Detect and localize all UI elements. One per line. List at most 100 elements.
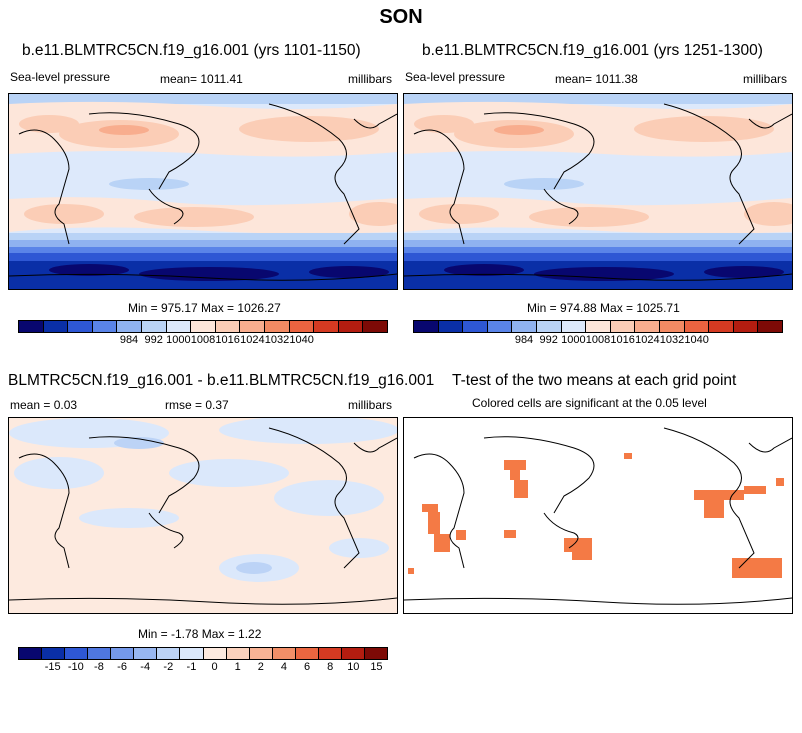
panel-c-colorbar-swatch [249,648,273,659]
panel-a-colorbar [18,320,388,333]
panel-b-colorbar-swatch [659,321,685,332]
panel-b-colorbar-swatch [512,321,537,332]
season-title: SON [379,6,423,28]
panel-a-colorbar-tick-label: 1008 [190,334,216,346]
panel-d-map-svg [404,418,792,613]
panel-a-colorbar-swatch [43,321,69,332]
panel-c-colorbar-swatch [272,648,296,659]
panel-c-colorbar-swatch [295,648,319,659]
panel-d-subtitle: Colored cells are significant at the 0.0… [472,396,707,410]
panel-c-colorbar-tick-label: 10 [347,661,360,673]
panel-b-colorbar-tick-label: 1008 [585,334,611,346]
panel-a-colorbar-swatch [92,321,118,332]
panel-b-colorbar-swatch [463,321,488,332]
panel-c-colorbar-swatch [134,648,158,659]
panel-c-colorbar-swatch [19,648,43,659]
panel-d-ttest-map [403,417,793,614]
panel-b-sea-level-pressure-map [403,93,793,290]
significant-cells [408,453,784,578]
panel-a-colorbar-swatch [141,321,167,332]
panel-c-mean-label: mean = 0.03 [10,398,78,412]
panel-b-colorbar-tick-label: 1024 [635,334,660,346]
panel-b-colorbar-swatch [536,321,562,332]
panel-b-colorbar-swatch [586,321,611,332]
panel-c-colorbar-tick-label: -15 [44,661,61,673]
panel-c-colorbar-swatch [226,648,250,659]
panel-b-minmax-label: Min = 974.88 Max = 1025.71 [527,301,680,315]
panel-a-sea-level-pressure-map [8,93,398,290]
panel-c-colorbar-swatch [341,648,365,659]
panel-c-colorbar-swatch [111,648,135,659]
panel-c-colorbar-tick-label: -6 [117,661,127,673]
panel-c-map-svg [9,418,397,613]
panel-a-colorbar-tick-label: 1024 [240,334,265,346]
panel-c-colorbar-tick-label: 8 [327,661,334,673]
panel-c-colorbar-swatch [42,648,66,659]
panel-a-minmax-label: Min = 975.17 Max = 1026.27 [128,301,281,315]
panel-a-colorbar-tick-label: 984 [119,334,139,346]
panel-b-colorbar-swatch [487,321,513,332]
panel-c-colorbar-swatch [203,648,227,659]
panel-a-mean-label: mean= 1011.41 [160,72,243,86]
panel-a-colorbar-swatch [240,321,265,332]
panel-c-colorbar-swatch [65,648,89,659]
panel-c-colorbar-tick-label: 2 [257,661,264,673]
panel-a-colorbar-swatch [166,321,192,332]
panel-c-colorbar-tick-label: 0 [211,661,218,673]
panel-c-colorbar-tick-label: -10 [67,661,84,673]
panel-a-colorbar-tick-label: 1040 [289,334,314,346]
panel-b-colorbar-swatch [635,321,660,332]
panel-b-colorbar-tick-label: 984 [514,334,534,346]
panel-c-units-label: millibars [348,398,393,412]
panel-c-colorbar-tick-label: 1 [234,661,241,673]
panel-b-mean-label: mean= 1011.38 [555,72,638,86]
panel-b-colorbar-swatch [733,321,759,332]
panel-a-colorbar-tick-label: 1000 [166,334,191,346]
panel-c-colorbar-tick-label: -1 [186,661,197,673]
panel-c-colorbar-swatch [318,648,342,659]
panel-c-colorbar-tick-label: 4 [280,661,287,673]
panel-c-colorbar-tick-label: 6 [304,661,311,673]
panel-a-colorbar-tick-label: 992 [144,334,163,346]
panel-a-colorbar-tick-label: 1032 [264,334,290,346]
panel-b-colorbar-tick-label: 992 [539,334,558,346]
panel-c-colorbar-ticks: -15 -10 -8 -6 -4 -2 -1 0 1 2 4 6 8 10 15 [18,661,388,675]
panel-b-variable-label: Sea-level pressure [405,70,506,84]
panel-a-map-svg [9,94,397,289]
panel-a-colorbar-ticks: 984 992 1000 1008 1016 1024 1032 1040 [18,334,388,348]
panel-a-colorbar-swatch [191,321,216,332]
panel-c-title: BLMTRC5CN.f19_g16.001 - b.e11.BLMTRC5CN.… [8,372,435,389]
panel-a-colorbar-tick-label: 1016 [215,334,240,346]
panel-c-colorbar-tick-label: 15 [370,661,383,673]
panel-a-colorbar-swatch [338,321,364,332]
panel-b-colorbar-swatch [610,321,636,332]
panel-b-colorbar-swatch [414,321,439,332]
panel-c-colorbar-swatch [180,648,204,659]
panel-a-variable-label: Sea-level pressure [10,70,111,84]
panel-b-colorbar-tick-label: 1000 [561,334,586,346]
panel-b-colorbar-swatch [684,321,710,332]
panel-c-colorbar-tick-label: -4 [140,661,151,673]
panel-c-colorbar-swatch [88,648,112,659]
panel-c-difference-map [8,417,398,614]
panel-d-title: T-test of the two means at each grid poi… [452,372,737,389]
panel-b-units-label: millibars [743,72,788,86]
panel-a-colorbar-swatch [19,321,44,332]
panel-b-colorbar-swatch [438,321,464,332]
panel-b-colorbar-tick-label: 1016 [610,334,635,346]
panel-c-colorbar-tick-label: -8 [94,661,104,673]
panel-c-colorbar-swatch [157,648,181,659]
panel-b-colorbar-swatch [709,321,734,332]
panel-b-title: b.e11.BLMTRC5CN.f19_g16.001 (yrs 1251-13… [422,42,763,59]
panel-b-map-svg [404,94,792,289]
panel-a-colorbar-swatch [314,321,339,332]
panel-c-colorbar-tick-label: -2 [163,661,174,673]
panel-a-colorbar-swatch [289,321,315,332]
panel-c-minmax-label: Min = -1.78 Max = 1.22 [138,627,262,641]
panel-a-title: b.e11.BLMTRC5CN.f19_g16.001 (yrs 1101-11… [22,42,361,59]
panel-a-colorbar-swatch [264,321,290,332]
panel-a-colorbar-swatch [68,321,93,332]
panel-a-colorbar-swatch [117,321,142,332]
panel-a-colorbar-swatch [215,321,241,332]
panel-b-colorbar-tick-label: 1040 [684,334,709,346]
